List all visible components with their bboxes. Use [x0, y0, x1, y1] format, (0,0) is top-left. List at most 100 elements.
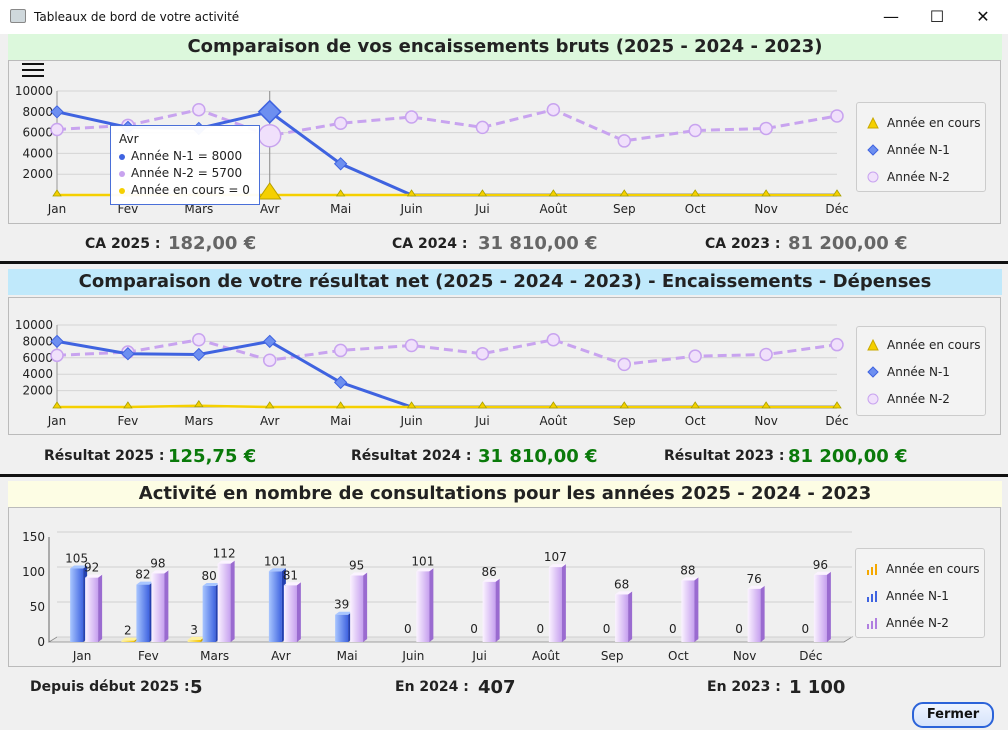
consult2023-label: En 2023 :: [707, 679, 781, 695]
series-line-n2: [56, 338, 838, 366]
bar-label-n1: 0: [735, 622, 743, 636]
chart3-legend: Année en cours Année N-1 Année N-2: [855, 548, 985, 638]
window-titlebar: Tableaux de bord de votre activité — ☐ ✕: [0, 0, 1008, 34]
ca2023-label: CA 2023 :: [705, 236, 781, 252]
bar-side-n2: [561, 564, 566, 642]
bar-label-n1: 82: [135, 568, 150, 582]
point-current: [548, 189, 559, 197]
bar-top-n2: [85, 574, 103, 578]
bar-label-n2: 86: [481, 565, 496, 579]
bar-label-n1: 0: [404, 622, 412, 636]
bar-n2: [350, 575, 364, 642]
maximize-button[interactable]: ☐: [929, 7, 945, 26]
point-current: [832, 189, 842, 197]
point-n2: [830, 337, 844, 352]
point-current: [619, 189, 630, 197]
tooltip-current: Année en cours = 0: [119, 183, 250, 197]
bar-n1: [335, 614, 349, 642]
bar-side-n2: [429, 568, 434, 642]
res2025-label: Résultat 2025 :: [44, 448, 165, 464]
x-tick-label: Juin: [399, 202, 422, 216]
x-tick-label: Jan: [47, 414, 67, 428]
chart-floor: [47, 636, 854, 643]
bar-n2: [482, 581, 496, 642]
tooltip-n2: Année N-2 = 5700: [119, 166, 242, 180]
point-current: [761, 189, 771, 197]
point-n1: [121, 346, 135, 361]
bar-n1: [268, 571, 282, 642]
bar-label-n1: 0: [802, 622, 810, 636]
consultations-bar-chart: 15010050010592Jan28298Fev380112Mars10181…: [22, 530, 854, 663]
point-current: [619, 401, 630, 409]
bar-n2: [615, 594, 629, 642]
y-tick-label: 50: [30, 600, 45, 614]
bar-n2: [813, 574, 827, 642]
tooltip-n1: Année N-1 = 8000: [119, 149, 242, 163]
close-dialog-button[interactable]: Fermer: [912, 702, 994, 728]
x-tick-label: Déc: [799, 649, 822, 663]
y-tick-label: 100: [22, 565, 45, 579]
x-tick-label: Déc: [825, 414, 848, 428]
chart2-legend: Année en cours Année N-1 Année N-2: [856, 326, 986, 416]
x-tick-label: Août: [540, 202, 568, 216]
point-n1: [333, 157, 348, 171]
point-current: [832, 401, 842, 409]
bar-current: [121, 640, 135, 642]
bar-top-n2: [217, 560, 235, 564]
bar-side-n2: [164, 570, 169, 642]
chart1-tooltip: Avr Année N-1 = 8000 Année N-2 = 5700 An…: [110, 125, 260, 205]
x-tick-label: Oct: [668, 649, 689, 663]
close-button[interactable]: ✕: [976, 7, 990, 26]
x-tick-label: Oct: [685, 414, 706, 428]
x-tick-label: Mars: [184, 414, 213, 428]
bar-label-n1: 0: [537, 622, 545, 636]
point-n2: [688, 123, 702, 138]
y-tick-label: 8000: [22, 334, 53, 348]
bar-label-n1: 0: [470, 622, 478, 636]
y-tick-label: 4000: [22, 367, 53, 381]
point-n1: [192, 347, 206, 362]
point-current: [406, 189, 417, 197]
x-tick-label: Jui: [474, 202, 489, 216]
bar-side-n2: [628, 591, 633, 642]
bar-top-current: [121, 637, 139, 641]
bar-label-n2: 88: [680, 563, 695, 577]
bar-n1: [70, 568, 84, 642]
res2025-value: 125,75 €: [168, 446, 257, 467]
x-tick-label: Sep: [613, 414, 636, 428]
bar-side-n2: [363, 572, 368, 642]
consult2024-label: En 2024 :: [395, 679, 469, 695]
bar-n2: [681, 580, 695, 642]
x-tick-label: Déc: [825, 202, 848, 216]
point-n2: [759, 347, 773, 362]
highlight-current: [257, 182, 282, 200]
bar-top-n2: [681, 577, 699, 581]
point-n2: [333, 343, 348, 358]
y-tick-label: 0: [37, 635, 45, 649]
point-current: [477, 401, 488, 409]
bar-top-n1: [268, 568, 286, 572]
bar-label-n2: 98: [150, 556, 165, 570]
bar-top-n2: [283, 582, 301, 586]
bar-top-n2: [350, 572, 368, 576]
hamburger-icon[interactable]: [22, 63, 44, 79]
ca2024-value: 31 810,00 €: [478, 233, 598, 254]
point-n2: [192, 333, 206, 347]
x-tick-label: Mai: [337, 649, 358, 663]
bar-label-n1: 80: [201, 569, 216, 583]
y-tick-label: 4000: [22, 146, 53, 160]
x-tick-label: Avr: [260, 202, 280, 216]
bar-top-n2: [615, 591, 633, 595]
consult2025-label: Depuis début 2025 :: [30, 679, 190, 695]
x-tick-label: Mai: [330, 202, 351, 216]
minimize-button[interactable]: —: [883, 7, 899, 26]
divider-1: [0, 261, 1008, 264]
bar-top-n1: [335, 611, 353, 615]
bar-side-n2: [826, 571, 831, 642]
res2023-value: 81 200,00 €: [788, 446, 908, 467]
window-title: Tableaux de bord de votre activité: [34, 10, 240, 24]
point-n1: [333, 375, 348, 390]
point-n2: [475, 346, 490, 361]
y-tick-label: 6000: [22, 351, 53, 365]
point-n2: [333, 116, 348, 130]
